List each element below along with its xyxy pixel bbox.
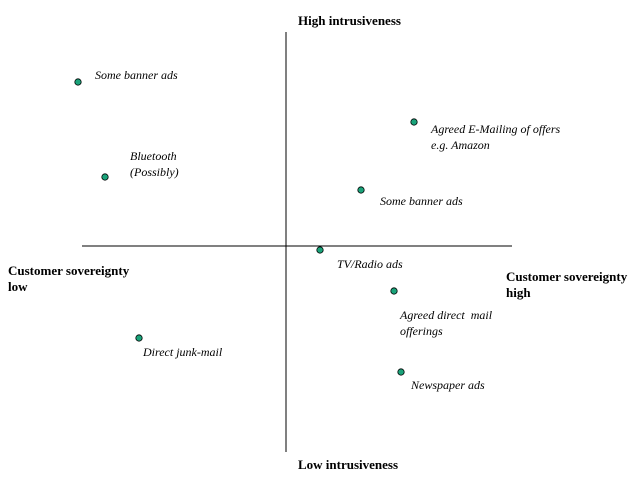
point-marker-some-banner-ads-high-left: [74, 78, 82, 86]
axis-label-high-sovereignty-line-1: Customer sovereignty: [506, 269, 628, 284]
point-label-newspaper-ads: Newspaper ads: [411, 377, 485, 393]
point-label-line: Agreed direct mail: [400, 308, 493, 322]
axis-label-low-sovereignty-line-1: Customer sovereignty: [8, 263, 130, 278]
axis-label-high-sovereignty: Customer sovereignty high: [506, 269, 627, 301]
point-marker-some-banner-ads-high-right: [357, 186, 365, 194]
point-label-agreed-direct-mail: Agreed direct mail offerings: [400, 307, 492, 339]
point-label-line: Bluetooth: [130, 149, 177, 163]
point-marker-newspaper-ads: [397, 368, 405, 376]
point-marker-tv-radio-ads: [316, 246, 324, 254]
point-label-line: TV/Radio ads: [337, 257, 403, 271]
point-label-line: e.g. Amazon: [431, 138, 490, 152]
point-label-line: Some banner ads: [95, 68, 178, 82]
point-label-bluetooth-possibly: Bluetooth (Possibly): [130, 148, 179, 180]
axis-label-low-intrusiveness: Low intrusiveness: [298, 457, 399, 472]
point-label-line: Newspaper ads: [411, 378, 485, 392]
point-marker-agreed-emailing-offers: [410, 118, 418, 126]
point-markers: [74, 78, 418, 376]
point-marker-bluetooth-possibly: [101, 173, 109, 181]
point-label-line: offerings: [400, 324, 443, 338]
point-label-line: Some banner ads: [380, 194, 463, 208]
axis-label-low-sovereignty-line-2: low: [8, 279, 28, 294]
point-label-agreed-emailing-offers: Agreed E-Mailing of offers e.g. Amazon: [431, 121, 560, 153]
point-label-direct-junk-mail: Direct junk-mail: [143, 344, 222, 360]
point-marker-agreed-direct-mail: [390, 287, 398, 295]
axis-label-low-sovereignty: Customer sovereignty low: [8, 263, 129, 295]
point-label-line: Direct junk-mail: [143, 345, 223, 359]
point-label-some-banner-ads-high-right: Some banner ads: [380, 193, 463, 209]
point-marker-direct-junk-mail: [135, 334, 143, 342]
point-label-line: Agreed E-Mailing of offers: [431, 122, 561, 136]
point-label-tv-radio-ads: TV/Radio ads: [337, 256, 403, 272]
point-label-line: (Possibly): [130, 165, 179, 179]
point-label-some-banner-ads-high-left: Some banner ads: [95, 67, 178, 83]
axis-label-high-sovereignty-line-2: high: [506, 285, 531, 300]
axis-label-high-intrusiveness: High intrusiveness: [298, 13, 401, 28]
